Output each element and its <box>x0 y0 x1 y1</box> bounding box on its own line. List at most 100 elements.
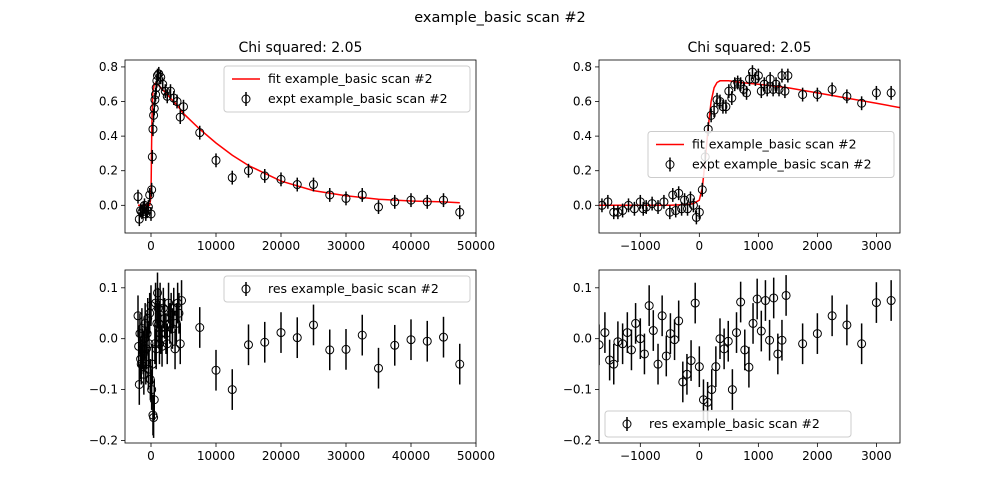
marker <box>639 349 649 359</box>
data-point <box>145 188 155 202</box>
marker <box>172 97 182 107</box>
data-point <box>780 84 790 99</box>
marker <box>659 197 669 207</box>
data-point <box>798 323 808 365</box>
marker <box>707 385 717 395</box>
marker <box>690 298 700 308</box>
marker <box>357 190 367 200</box>
marker <box>227 173 237 183</box>
data-point <box>309 304 318 346</box>
marker <box>133 192 143 202</box>
marker <box>697 185 707 195</box>
marker <box>174 308 184 318</box>
marker <box>827 84 837 94</box>
marker <box>842 91 852 101</box>
marker <box>244 166 253 176</box>
marker <box>671 206 681 216</box>
data-point <box>777 319 787 361</box>
plot-area <box>133 272 465 438</box>
legend-label: expt example_basic scan #2 <box>692 157 872 172</box>
data-point <box>629 201 639 216</box>
data-point <box>618 203 628 218</box>
chart-bottom-right: −1000 0 1000 2000 3000 −0.2 −0.1 0.0 0.1 res exam… <box>563 269 901 463</box>
marker <box>422 336 432 346</box>
marker <box>653 359 663 369</box>
data-point <box>647 196 657 211</box>
data-point <box>668 188 678 202</box>
data-point <box>665 205 675 220</box>
marker <box>665 207 675 217</box>
marker <box>156 72 166 82</box>
data-point <box>455 205 465 220</box>
data-point <box>609 343 619 385</box>
marker <box>706 110 716 120</box>
legend: res example_basic scan #2 <box>604 410 852 438</box>
x-tick-label: 30000 <box>327 449 365 463</box>
marker <box>292 180 302 190</box>
plot-area <box>599 65 900 225</box>
data-point <box>147 149 157 164</box>
data-point <box>170 328 180 370</box>
figure-title: example_basic scan #2 <box>414 10 586 26</box>
chart-title: Chi squared: 2.05 <box>688 40 812 56</box>
marker <box>827 311 837 321</box>
data-point <box>715 94 725 109</box>
marker <box>177 296 187 306</box>
marker <box>406 335 416 345</box>
marker <box>260 171 270 181</box>
data-point <box>697 182 707 197</box>
marker <box>674 316 684 326</box>
data-point <box>680 193 690 208</box>
marker <box>439 195 448 205</box>
data-point <box>260 168 270 183</box>
data-point <box>871 85 881 100</box>
data-point <box>133 189 143 204</box>
x-tick-label: 2000 <box>802 449 833 463</box>
data-point <box>626 329 636 371</box>
y-tick-label: 0.2 <box>573 164 592 178</box>
marker <box>390 340 400 350</box>
marker <box>715 97 725 107</box>
axes-frame <box>598 59 901 234</box>
data-point <box>678 361 688 403</box>
y-tick-label: −0.1 <box>563 383 592 397</box>
plot-area <box>599 275 896 423</box>
marker <box>752 294 762 304</box>
marker <box>857 339 867 349</box>
marker <box>603 197 613 207</box>
data-point <box>691 210 701 225</box>
marker <box>341 193 351 203</box>
marker <box>211 365 221 375</box>
data-point <box>760 280 770 321</box>
data-point <box>753 68 763 83</box>
marker <box>374 363 383 373</box>
data-point <box>147 182 157 197</box>
marker <box>146 209 156 219</box>
data-point <box>175 323 185 365</box>
x-tick-label: 40000 <box>392 239 430 253</box>
data-point <box>292 317 302 359</box>
data-point <box>686 340 696 381</box>
marker <box>677 204 687 214</box>
marker <box>164 298 174 308</box>
y-tick-label: 0.2 <box>99 164 118 178</box>
marker <box>768 84 778 94</box>
axes-frame <box>598 269 901 444</box>
data-point <box>146 207 156 221</box>
data-point <box>765 72 775 86</box>
data-point <box>172 94 182 109</box>
marker <box>812 329 822 339</box>
x-tick-label: 0 <box>147 239 155 253</box>
marker <box>227 385 237 395</box>
x-tick-label: 20000 <box>262 449 300 463</box>
data-point <box>886 280 896 321</box>
marker <box>668 190 678 200</box>
marker <box>688 200 698 210</box>
data-point <box>740 329 750 371</box>
marker <box>147 152 157 162</box>
y-tick-label: 0.1 <box>99 281 118 295</box>
marker <box>644 301 654 311</box>
data-point <box>657 295 667 337</box>
data-point <box>603 194 613 209</box>
